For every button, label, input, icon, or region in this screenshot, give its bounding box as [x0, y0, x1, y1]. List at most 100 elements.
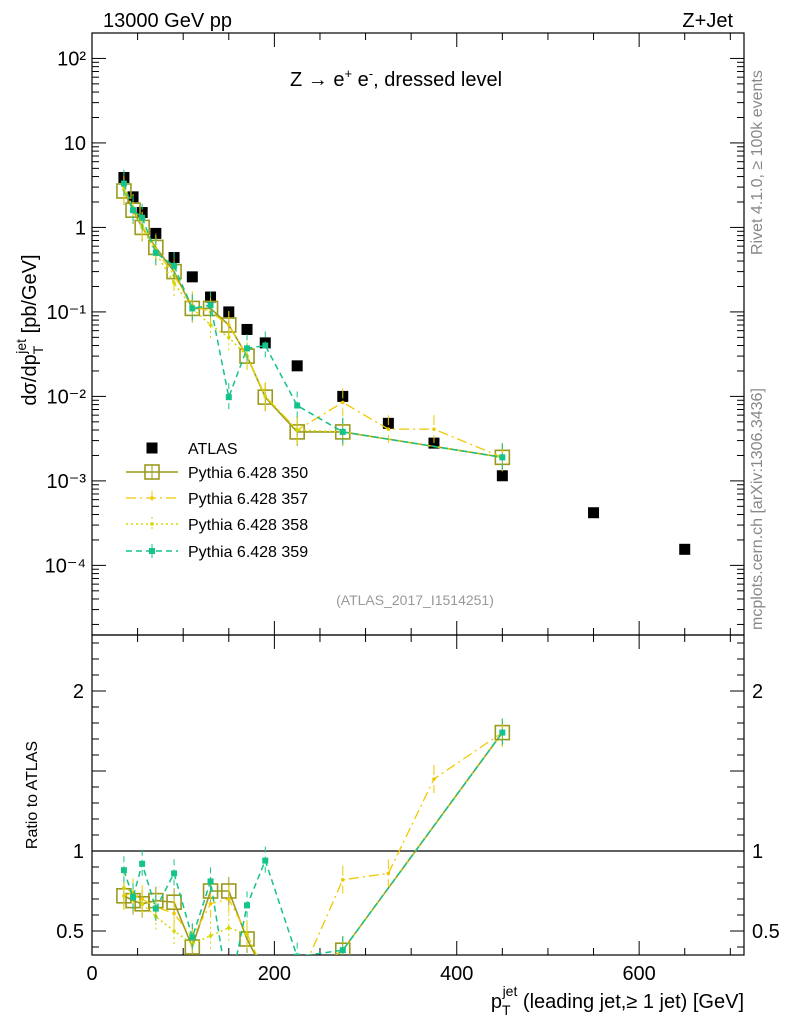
ratio-panel-frame	[91, 634, 745, 956]
data-point	[120, 180, 127, 187]
y-tick-label: 1	[752, 841, 763, 863]
data-point	[171, 262, 178, 269]
ratio-panel: 0.5 0.5 1 1 2 2 0 200 400 600 Ratio to ATLAS pTj…	[24, 634, 780, 1018]
data-point	[386, 427, 391, 431]
data-point	[186, 271, 198, 283]
x-tick-label: 600	[622, 963, 655, 985]
data-point	[290, 977, 304, 991]
data-point	[241, 323, 253, 335]
data-point	[172, 281, 176, 285]
series-line	[123, 732, 503, 955]
y-tick-label: 0.5	[56, 921, 84, 943]
data-point	[245, 932, 249, 936]
series-line	[123, 189, 503, 458]
data-point	[207, 878, 214, 885]
series-p358	[122, 173, 505, 472]
data-point	[263, 394, 268, 399]
data-point	[339, 947, 346, 954]
legend-label: Pythia 6.428 357	[188, 491, 308, 508]
data-point	[226, 926, 231, 930]
data-point	[226, 992, 232, 998]
series-line	[123, 732, 503, 955]
legend-label: ATLAS	[188, 441, 238, 458]
data-point	[152, 249, 159, 256]
legend-label: Pythia 6.428 358	[188, 517, 308, 534]
data-point	[339, 428, 346, 435]
data-point	[295, 982, 299, 986]
series-p358	[122, 718, 505, 986]
series-p357	[122, 175, 505, 472]
y-tick-label: 10⁻³	[47, 471, 87, 493]
data-point	[150, 227, 162, 239]
x-tick-label: 0	[86, 963, 97, 985]
data-point	[294, 402, 301, 409]
legend-marker	[149, 548, 155, 554]
series-p359	[120, 169, 506, 472]
series-p350	[116, 718, 511, 991]
data-point	[432, 427, 436, 431]
data-point	[340, 400, 345, 405]
data-point	[294, 953, 301, 955]
series-line	[123, 190, 503, 459]
data-point	[244, 345, 251, 352]
data-point	[208, 323, 213, 327]
data-point	[291, 360, 303, 372]
data-point	[679, 543, 691, 555]
data-point	[172, 929, 176, 933]
data-point	[130, 894, 137, 901]
main-panel: 10⁻⁴ 10⁻³ 10⁻² 10⁻¹ 1 10 10² Z → e+ e-, dresse…	[13, 32, 745, 636]
data-point	[386, 871, 391, 876]
rivet-version-label: Rivet 4.1.0, ≥ 100k events	[749, 70, 766, 255]
legend-marker	[150, 496, 154, 500]
data-point	[208, 934, 213, 938]
y-tick-label: 10²	[57, 48, 86, 70]
ratio-series	[116, 718, 511, 998]
y-tick-label: 2	[752, 681, 763, 703]
legend: ATLAS Pythia 6.428 350 Pythia 6.428 357 Pyt…	[126, 441, 308, 561]
legend-label: Pythia 6.428 350	[188, 465, 308, 482]
main-series	[116, 169, 691, 555]
data-point	[588, 507, 600, 519]
series-p357	[122, 718, 505, 986]
data-point	[226, 897, 231, 901]
chart-title: Z → e+ e-, dressed level	[290, 66, 502, 91]
main-y-axis-label: dσ/dpTjet [pb/GeV]	[13, 254, 46, 405]
series-line	[123, 183, 503, 459]
data-point	[208, 902, 213, 906]
mcplots-label: mcplots.cern.ch [arXiv:1306.3436]	[749, 388, 766, 630]
data-point	[262, 857, 269, 864]
x-tick-label: 200	[258, 963, 291, 985]
data-point	[295, 982, 299, 986]
legend-label: Pythia 6.428 359	[188, 544, 308, 561]
data-point	[140, 902, 144, 906]
main-y-ticks: 10⁻⁴ 10⁻³ 10⁻² 10⁻¹ 1 10 10²	[45, 32, 744, 625]
legend-marker	[146, 442, 158, 454]
beam-label: 13000 GeV pp	[103, 10, 232, 32]
data-point	[295, 428, 299, 432]
data-point	[130, 207, 137, 214]
y-tick-label: 0.5	[752, 921, 780, 943]
data-point	[432, 777, 436, 781]
main-x-ticks	[91, 33, 731, 635]
data-point	[171, 870, 178, 877]
ratio-y-ticks: 0.5 0.5 1 1 2 2	[56, 642, 780, 948]
data-point	[189, 934, 196, 941]
data-point	[207, 302, 214, 309]
data-point	[496, 470, 508, 482]
data-point	[499, 729, 506, 736]
data-point	[172, 911, 176, 916]
process-label: Z+Jet	[682, 10, 733, 32]
data-point	[244, 902, 251, 909]
analysis-annotation: (ATLAS_2017_I1514251)	[336, 592, 494, 608]
data-point	[226, 335, 231, 340]
data-point	[189, 305, 196, 312]
ratio-y-axis-label: Ratio to ATLAS	[24, 741, 41, 849]
ratio-x-ticks: 0 200 400 600	[86, 635, 731, 985]
series-p359	[120, 718, 506, 998]
legend-marker	[150, 522, 154, 526]
data-point	[499, 454, 506, 461]
y-tick-label: 10	[64, 133, 86, 155]
data-point	[122, 886, 126, 890]
series-p350	[116, 176, 511, 472]
